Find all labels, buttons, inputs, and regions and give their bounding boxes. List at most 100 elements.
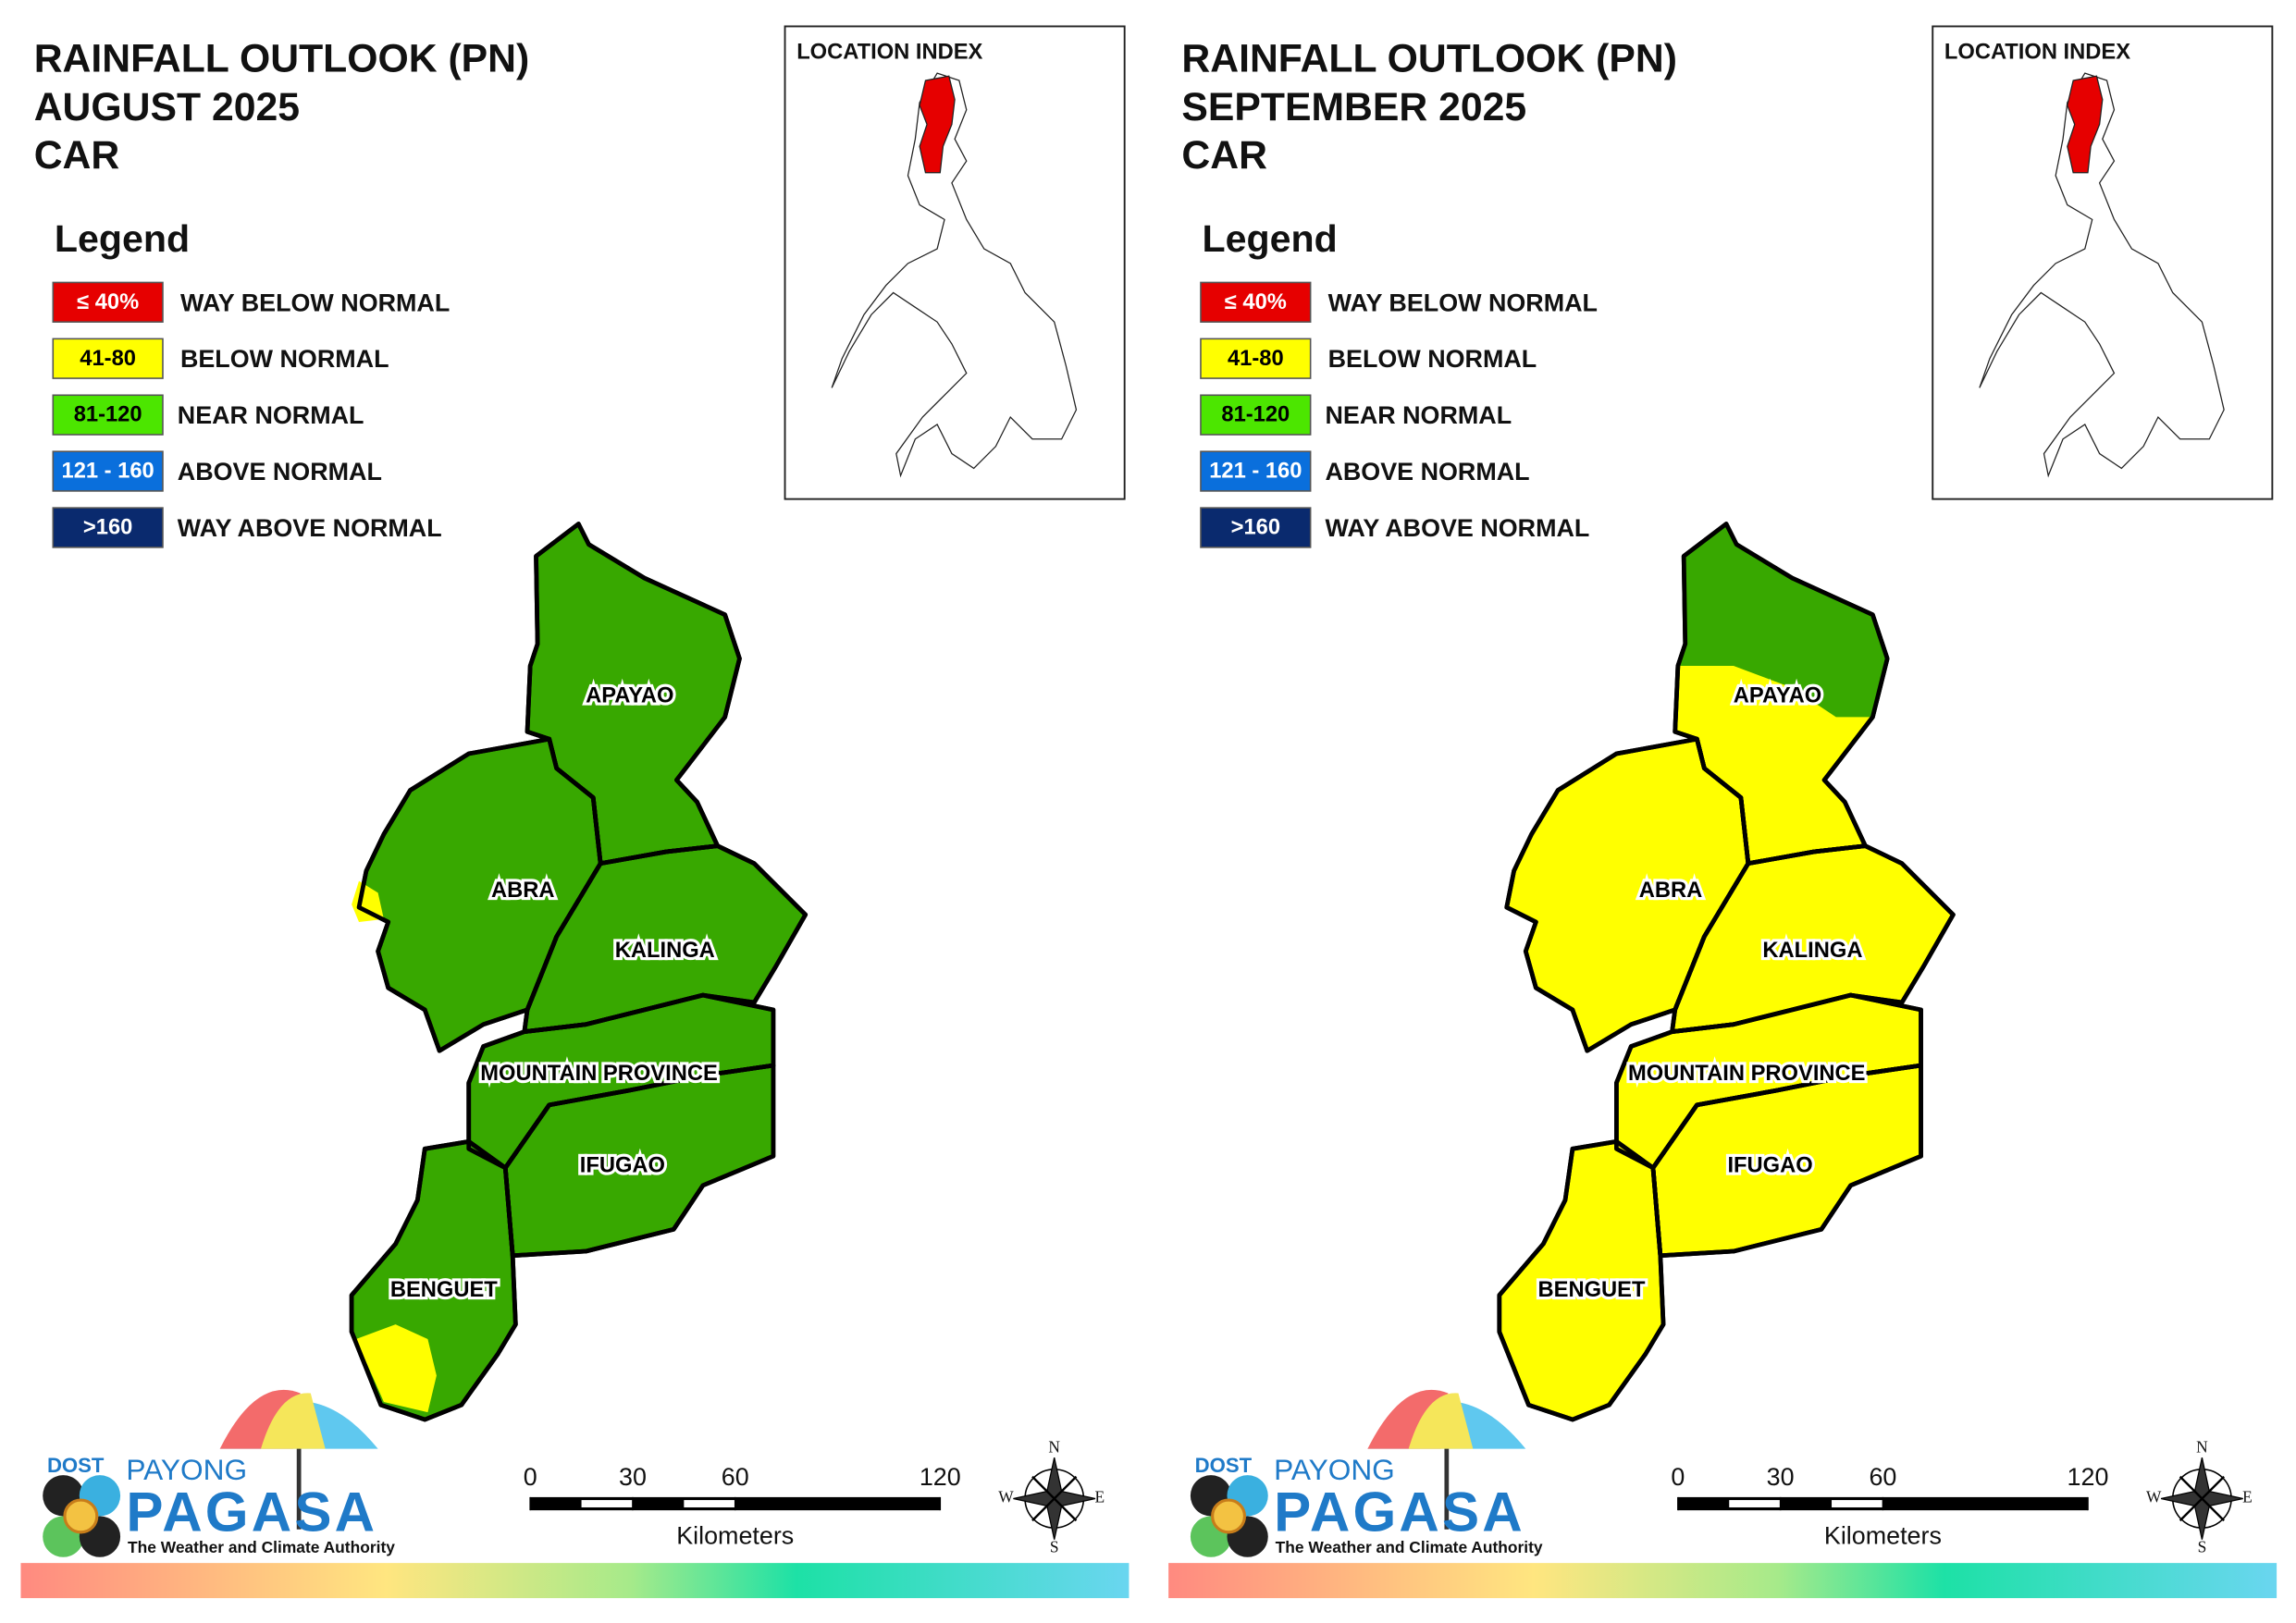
province-border — [1504, 736, 1751, 1053]
province-border — [356, 736, 603, 1053]
logo-brand: PAGASA — [1274, 1481, 1525, 1543]
legend-label: BELOW NORMAL — [1328, 345, 1537, 373]
scale-bar-gap — [1832, 1500, 1883, 1507]
province-label: IFUGAO — [580, 1154, 665, 1178]
scale-tick-label: 60 — [722, 1463, 749, 1491]
logo-tagline: The Weather and Climate Authority — [128, 1538, 395, 1556]
scale-tick-label: 0 — [524, 1463, 537, 1491]
province-label: ABRA — [1639, 879, 1703, 903]
legend-range: >160 — [83, 516, 132, 540]
legend-swatch — [52, 394, 164, 436]
province-patch — [1677, 523, 1888, 718]
legend-range: 121 - 160 — [1209, 460, 1302, 484]
logo-seal — [63, 1498, 99, 1534]
scale-tick-label: 30 — [619, 1463, 647, 1491]
legend-range: 41-80 — [80, 347, 136, 371]
legend-range: 121 - 160 — [62, 460, 154, 484]
legend-range: >160 — [1231, 516, 1280, 540]
legend-range: ≤ 40% — [77, 290, 139, 314]
compass-e: E — [2242, 1487, 2253, 1506]
province-label: BENGUET — [1538, 1278, 1646, 1302]
logo-agency: DOST — [1195, 1454, 1253, 1477]
scale-bar-gap — [581, 1500, 633, 1507]
legend-label: WAY BELOW NORMAL — [180, 289, 450, 316]
legend-swatch — [1200, 507, 1312, 548]
legend-label: ABOVE NORMAL — [1325, 458, 1529, 486]
province-label: ABRA — [491, 879, 555, 903]
province-label: KALINGA — [1762, 939, 1862, 963]
province-label: IFUGAO — [1727, 1154, 1812, 1178]
location-highlight — [919, 75, 956, 174]
province-label: BENGUET — [390, 1278, 498, 1302]
compass-w: W — [998, 1487, 1014, 1506]
logo-seal — [1211, 1498, 1247, 1534]
location-index-label: LOCATION INDEX — [796, 40, 982, 64]
compass-w: W — [2146, 1487, 2162, 1506]
scale-bar-gap — [684, 1500, 735, 1507]
logo-umbrella-mid — [261, 1393, 326, 1449]
legend-range: 81-120 — [74, 403, 142, 427]
legend-swatch — [1200, 394, 1312, 436]
philippines-outline — [1979, 72, 2225, 478]
scale-unit: Kilometers — [676, 1522, 794, 1550]
map-title: AUGUST 2025 — [34, 85, 300, 129]
map-title: RAINFALL OUTLOOK (PN) — [1181, 37, 1677, 81]
scale-tick-label: 120 — [2068, 1463, 2109, 1491]
location-highlight — [2067, 75, 2104, 174]
logo-agency: DOST — [47, 1454, 105, 1477]
legend-swatch — [52, 281, 164, 323]
legend-swatch — [52, 450, 164, 492]
legend-label: NEAR NORMAL — [1325, 401, 1512, 429]
map-title: RAINFALL OUTLOOK (PN) — [34, 37, 530, 81]
logo-tagline: The Weather and Climate Authority — [1276, 1538, 1543, 1556]
philippines-outline — [831, 72, 1078, 478]
compass-e: E — [1094, 1487, 1105, 1506]
legend-label: NEAR NORMAL — [178, 401, 364, 429]
province-label: MOUNTAIN PROVINCE — [1628, 1062, 1866, 1086]
province-label: APAYAO — [586, 684, 673, 708]
province-patch — [355, 1324, 437, 1413]
legend-swatch — [52, 507, 164, 548]
map-title: SEPTEMBER 2025 — [1181, 85, 1526, 129]
compass-s: S — [1050, 1537, 1059, 1555]
scale-bar-gap — [1729, 1500, 1781, 1507]
province-label: MOUNTAIN PROVINCE — [480, 1062, 718, 1086]
scale-tick-label: 120 — [920, 1463, 961, 1491]
legend-swatch — [1200, 450, 1312, 492]
legend-label: WAY ABOVE NORMAL — [1325, 514, 1589, 542]
province-border — [1497, 1138, 1666, 1422]
logo-brand-top: PAYONG — [1274, 1453, 1395, 1486]
legend-title: Legend — [55, 217, 190, 260]
legend-range: ≤ 40% — [1225, 290, 1287, 314]
province-label: KALINGA — [615, 939, 715, 963]
province-border — [349, 1138, 518, 1422]
legend-label: WAY BELOW NORMAL — [1328, 289, 1598, 316]
compass-n: N — [2196, 1438, 2208, 1457]
logo-brand-top: PAYONG — [126, 1453, 247, 1486]
footer-band — [20, 1563, 1129, 1599]
scale-unit: Kilometers — [1824, 1522, 1942, 1550]
legend-label: WAY ABOVE NORMAL — [178, 514, 442, 542]
map-title: CAR — [1181, 133, 1267, 178]
compass-n: N — [1048, 1438, 1060, 1457]
legend-swatch — [52, 338, 164, 379]
scale-tick-label: 60 — [1869, 1463, 1896, 1491]
compass-s: S — [2198, 1537, 2207, 1555]
legend-range: 81-120 — [1221, 403, 1290, 427]
scale-tick-label: 30 — [1767, 1463, 1795, 1491]
legend-label: ABOVE NORMAL — [178, 458, 382, 486]
province-patch — [352, 880, 384, 922]
scale-tick-label: 0 — [1671, 1463, 1685, 1491]
legend-swatch — [1200, 338, 1312, 379]
map-title: CAR — [34, 133, 120, 178]
compass-star-diag — [2179, 1475, 2225, 1522]
location-index-label: LOCATION INDEX — [1944, 40, 2130, 64]
logo-umbrella-mid — [1408, 1393, 1474, 1449]
province-label: APAYAO — [1734, 684, 1821, 708]
legend-label: BELOW NORMAL — [180, 345, 389, 373]
footer-band — [1168, 1563, 2277, 1599]
legend-title: Legend — [1203, 217, 1338, 260]
